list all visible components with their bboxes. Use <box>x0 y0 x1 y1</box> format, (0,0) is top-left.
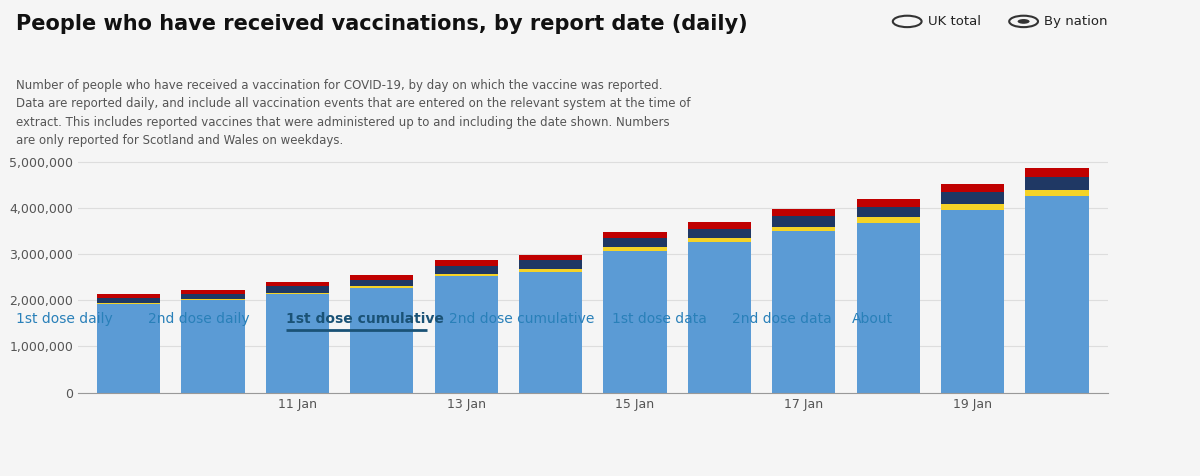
Text: 1st dose data: 1st dose data <box>612 312 707 326</box>
Bar <box>434 266 498 274</box>
Bar <box>604 238 667 248</box>
Bar <box>772 227 835 231</box>
Bar <box>604 251 667 393</box>
Bar <box>772 231 835 393</box>
Bar <box>688 238 751 242</box>
Bar <box>1025 177 1088 190</box>
Bar <box>97 303 161 304</box>
Bar <box>772 209 835 217</box>
Bar <box>350 280 414 287</box>
Bar <box>434 274 498 276</box>
Bar <box>181 299 245 300</box>
Bar <box>941 184 1004 192</box>
Bar <box>1025 196 1088 393</box>
Bar <box>350 288 414 393</box>
Bar <box>434 276 498 393</box>
Text: People who have received vaccinations, by report date (daily): People who have received vaccinations, b… <box>16 14 748 34</box>
Bar <box>941 192 1004 204</box>
Text: About: About <box>852 312 893 326</box>
Bar <box>857 218 920 223</box>
Bar <box>181 290 245 294</box>
Bar <box>181 294 245 299</box>
Text: 2nd dose daily: 2nd dose daily <box>148 312 250 326</box>
Bar <box>434 260 498 266</box>
Bar <box>97 304 161 393</box>
Bar <box>688 222 751 229</box>
Bar <box>350 287 414 288</box>
Bar <box>181 300 245 393</box>
Text: 1st dose daily: 1st dose daily <box>16 312 113 326</box>
Bar <box>97 294 161 298</box>
Text: 2nd dose data: 2nd dose data <box>732 312 832 326</box>
Bar <box>857 207 920 218</box>
Bar <box>265 282 329 287</box>
Bar <box>604 248 667 251</box>
Text: Number of people who have received a vaccination for COVID-19, by day on which t: Number of people who have received a vac… <box>16 79 690 147</box>
Bar <box>604 232 667 238</box>
Bar <box>265 293 329 294</box>
Bar <box>518 260 582 269</box>
Bar <box>941 204 1004 209</box>
Bar <box>518 255 582 260</box>
Text: 2nd dose cumulative: 2nd dose cumulative <box>449 312 594 326</box>
Bar <box>518 269 582 272</box>
Bar <box>97 298 161 303</box>
Bar <box>350 275 414 280</box>
Bar <box>941 209 1004 393</box>
Text: UK total: UK total <box>928 15 980 28</box>
Bar <box>265 287 329 293</box>
Bar <box>265 294 329 393</box>
Bar <box>688 242 751 393</box>
Bar <box>518 272 582 393</box>
Bar <box>1025 190 1088 196</box>
Bar <box>1025 168 1088 177</box>
Text: 1st dose cumulative: 1st dose cumulative <box>286 312 444 326</box>
Text: By nation: By nation <box>1044 15 1108 28</box>
Bar <box>857 199 920 207</box>
Bar <box>857 223 920 393</box>
Bar <box>688 229 751 238</box>
Bar <box>772 217 835 227</box>
